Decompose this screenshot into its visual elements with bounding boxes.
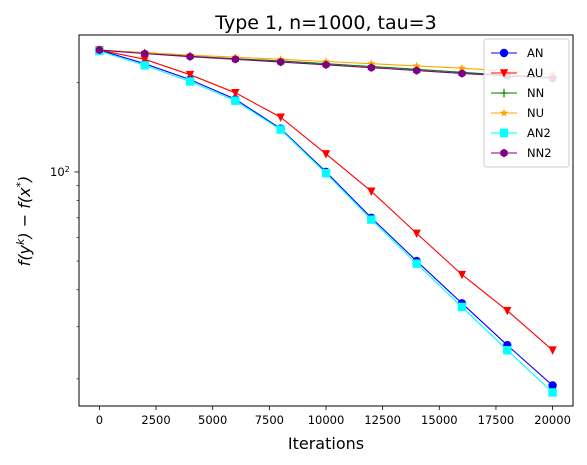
data-point-au bbox=[231, 89, 240, 98]
legend-marker-nn2 bbox=[500, 148, 508, 158]
legend-marker-an bbox=[499, 48, 509, 58]
legend-entry-au: AU bbox=[491, 66, 543, 80]
data-point-au bbox=[185, 70, 195, 80]
x-tick-label: 12500 bbox=[364, 413, 401, 427]
legend-entry-nu: NU bbox=[491, 106, 544, 120]
chart-title: Type 1, n=1000, tau=3 bbox=[214, 12, 436, 34]
y-axis-label-end: ) bbox=[15, 176, 34, 183]
legend-entry-nn2: NN2 bbox=[491, 146, 552, 160]
data-point-nn2 bbox=[367, 63, 375, 72]
data-point-an bbox=[548, 381, 557, 390]
data-point-nu bbox=[457, 64, 466, 72]
data-point-an2 bbox=[276, 125, 285, 134]
data-point-nn2 bbox=[95, 45, 104, 55]
data-point-au bbox=[276, 113, 285, 122]
data-point-an2 bbox=[457, 302, 467, 312]
data-point-an2 bbox=[548, 388, 557, 397]
x-tick-label: 2500 bbox=[141, 413, 170, 427]
legend-entry-nn: NN bbox=[491, 86, 544, 100]
x-tick-label: 20000 bbox=[534, 413, 571, 427]
legend-label-nn2: NN2 bbox=[527, 146, 552, 160]
data-point-nn2 bbox=[322, 60, 330, 70]
data-point-au bbox=[457, 270, 467, 280]
data-point-nn2 bbox=[413, 66, 421, 75]
series-layer bbox=[95, 45, 557, 397]
data-point-an2 bbox=[412, 259, 421, 268]
legend: AN AU NN NU AN2 NN2 bbox=[483, 38, 570, 168]
legend-label-nu: NU bbox=[527, 106, 544, 120]
legend-marker-an2 bbox=[499, 128, 509, 138]
data-point-an2 bbox=[503, 346, 512, 355]
data-point-an2 bbox=[321, 169, 331, 178]
data-point-au bbox=[321, 150, 331, 159]
data-point-an2 bbox=[231, 96, 240, 105]
series-au bbox=[95, 46, 557, 355]
legend-label-an2: AN2 bbox=[527, 126, 551, 140]
data-point-au bbox=[412, 229, 421, 239]
data-point-au bbox=[140, 55, 149, 64]
data-point-au bbox=[548, 346, 557, 355]
y-axis-label-sup-star: * bbox=[14, 181, 27, 187]
x-tick-label: 7500 bbox=[255, 413, 284, 427]
plot-frame bbox=[78, 34, 574, 407]
legend-label-au: AU bbox=[527, 66, 543, 80]
data-point-nn2 bbox=[231, 55, 239, 64]
data-point-an2 bbox=[185, 77, 195, 86]
data-point-nu bbox=[412, 61, 421, 70]
y-axis-label-main: f(y bbox=[15, 244, 34, 266]
x-tick-label: 10000 bbox=[308, 413, 345, 427]
data-point-nn2 bbox=[141, 49, 149, 58]
x-tick-label: 0 bbox=[96, 413, 103, 427]
y-tick-label: 102 bbox=[50, 164, 70, 179]
data-point-nn2 bbox=[277, 57, 285, 67]
data-point-au bbox=[367, 187, 376, 196]
legend-entry-an: AN bbox=[491, 46, 543, 60]
x-tick-label: 17500 bbox=[478, 413, 515, 427]
series-an2 bbox=[95, 46, 557, 397]
x-axis-ticks: 0 2500 5000 7500 10000 12500 15000 17500 20000 bbox=[96, 406, 571, 427]
data-point-nn2 bbox=[458, 69, 466, 78]
data-point-an2 bbox=[367, 215, 376, 224]
x-axis-label: Iterations bbox=[288, 434, 364, 453]
y-axis-ticks: 102 bbox=[50, 82, 79, 380]
data-point-nn2 bbox=[186, 52, 194, 61]
legend-label-an: AN bbox=[527, 46, 543, 60]
legend-entry-an2: AN2 bbox=[491, 126, 551, 140]
data-point-an2 bbox=[140, 61, 149, 70]
legend-marker-au bbox=[499, 69, 509, 78]
x-tick-label: 5000 bbox=[198, 413, 227, 427]
legend-marker-nu bbox=[500, 108, 508, 117]
x-tick-label: 15000 bbox=[421, 413, 458, 427]
legend-marker-nn bbox=[499, 88, 509, 98]
y-axis-label: f(yk) − f(x*) bbox=[14, 176, 35, 267]
y-axis-label-sup-k: k bbox=[14, 238, 27, 245]
legend-label-nn: NN bbox=[527, 86, 544, 100]
y-axis-label-mid: ) − f(x bbox=[15, 187, 34, 240]
data-point-au bbox=[503, 306, 512, 316]
